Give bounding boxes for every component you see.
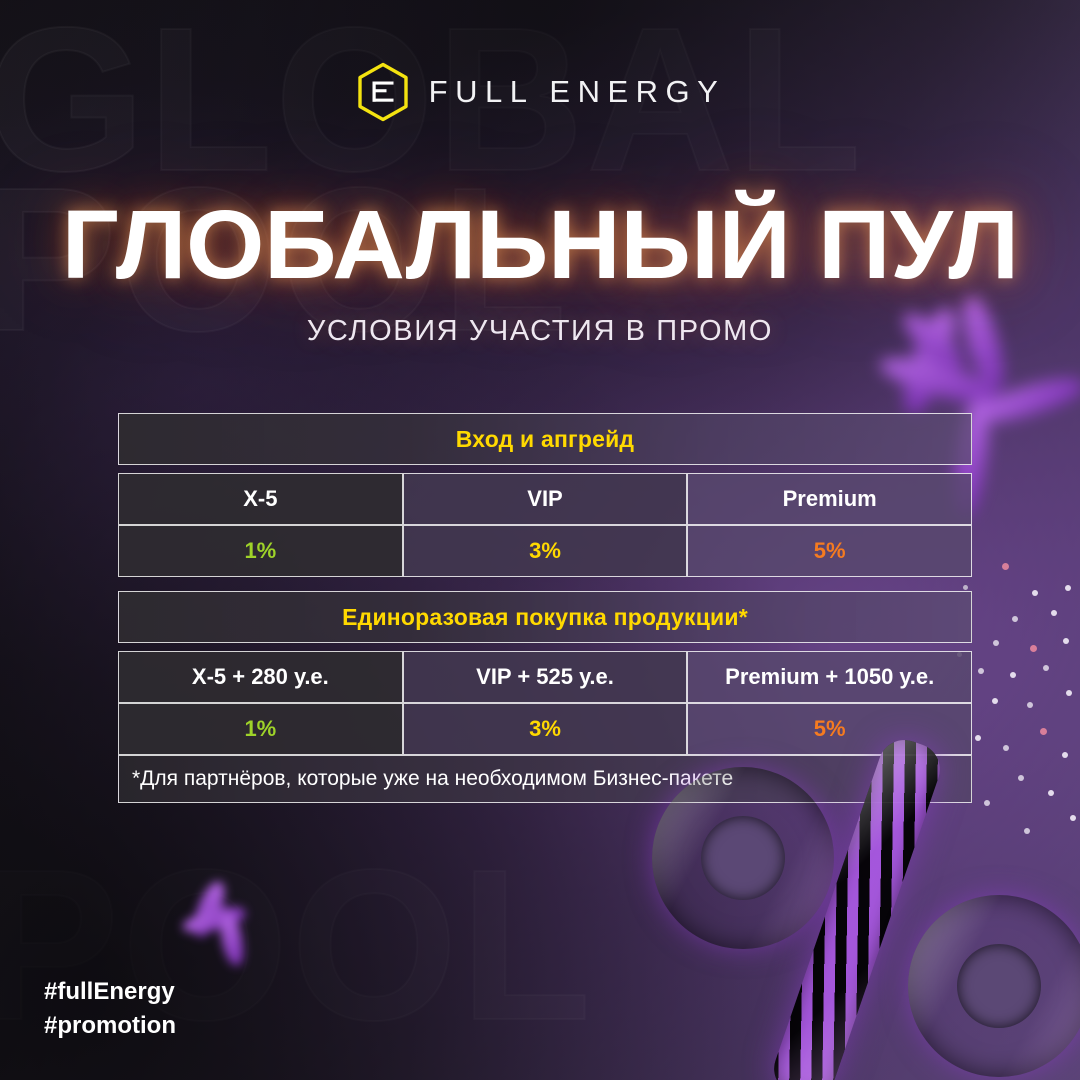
- value-cell: 3%: [402, 703, 688, 755]
- hexagon-fe-monogram-icon: [357, 62, 408, 122]
- value-cell: 1%: [118, 703, 403, 755]
- column-label: Premium: [782, 486, 877, 511]
- section-title-band: Вход и апгрейд: [118, 413, 972, 465]
- table-row: X-5 + 280 у.е. VIP + 525 у.е. Premium + …: [118, 651, 973, 703]
- brand-wordmark: FULL ENERGY: [428, 74, 726, 109]
- column-label: Premium + 1050 у.е.: [725, 664, 935, 689]
- value-cell: 5%: [687, 525, 973, 577]
- percent-value: 1%: [244, 538, 277, 563]
- section-title-band: Единоразовая покупка продукции*: [118, 591, 972, 643]
- column-header-cell: Premium + 1050 у.е.: [687, 651, 973, 703]
- section-header-row-1: Вход и апгрейд: [118, 413, 972, 465]
- percent-value: 1%: [244, 716, 277, 741]
- table-row: X-5 VIP Premium: [118, 473, 973, 525]
- column-header-cell: VIP + 525 у.е.: [402, 651, 688, 703]
- percent-value: 3%: [529, 716, 561, 741]
- footnote-text: *Для партнёров, которые уже на необходим…: [132, 767, 734, 790]
- column-label: VIP: [527, 486, 563, 511]
- percent-value: 3%: [529, 538, 561, 563]
- column-header-cell: VIP: [402, 473, 688, 525]
- value-cell: 1%: [118, 525, 403, 577]
- hashtag-item: #promotion: [44, 1012, 176, 1040]
- value-cell: 5%: [687, 703, 973, 755]
- section-header-row-2: Единоразовая покупка продукции*: [118, 591, 972, 643]
- column-label: X-5: [243, 486, 278, 511]
- column-header-cell: Premium: [687, 473, 973, 525]
- table-row: 1% 3% 5%: [118, 525, 973, 577]
- hashtag-block: #fullEnergy #promotion: [44, 975, 176, 1043]
- conditions-table: Вход и апгрейд X-5 VIP Premium 1% 3% 5% …: [118, 413, 973, 803]
- column-label: VIP + 525 у.е.: [476, 664, 614, 689]
- brand-logo: FULL ENERGY: [0, 62, 1080, 122]
- column-label: X-5 + 280 у.е.: [191, 664, 329, 689]
- page-subtitle: УСЛОВИЯ УЧАСТИЯ В ПРОМО: [306, 315, 774, 347]
- section-title: Вход и апгрейд: [455, 425, 635, 452]
- column-header-cell: X-5 + 280 у.е.: [118, 651, 403, 703]
- value-cell: 3%: [402, 525, 688, 577]
- page-title: ГЛОБАЛЬНЫЙ ПУЛ: [61, 190, 1019, 299]
- hero-block: ГЛОБАЛЬНЫЙ ПУЛ УСЛОВИЯ УЧАСТИЯ В ПРОМО: [0, 196, 1080, 348]
- percent-value: 5%: [813, 716, 846, 741]
- table-row: 1% 3% 5%: [118, 703, 973, 755]
- hashtag-item: #fullEnergy: [44, 978, 175, 1005]
- footnote-row: *Для партнёров, которые уже на необходим…: [118, 755, 972, 803]
- percent-value: 5%: [813, 538, 846, 563]
- section-title: Единоразовая покупка продукции*: [342, 603, 748, 630]
- column-header-cell: X-5: [118, 473, 403, 525]
